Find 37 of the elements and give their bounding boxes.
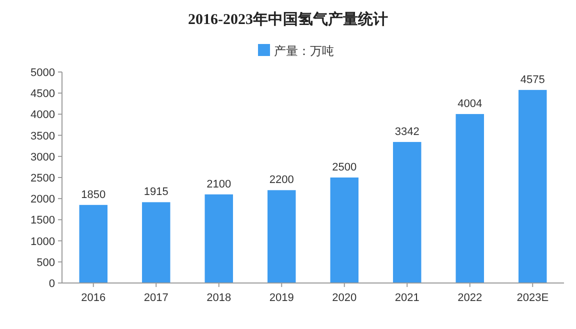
- bar: [518, 90, 547, 283]
- bar: [393, 142, 422, 283]
- y-tick-label: 2000: [30, 194, 55, 206]
- data-label: 3342: [394, 126, 420, 138]
- y-tick-label: 0: [48, 278, 55, 290]
- data-label: 2100: [206, 178, 232, 190]
- bar: [456, 114, 484, 283]
- y-tick-label: 500: [36, 256, 55, 269]
- y-tick-label: 3500: [30, 130, 55, 142]
- y-tick-label: 5000: [30, 67, 55, 79]
- bar: [204, 194, 233, 283]
- data-label: 1850: [81, 188, 106, 201]
- bar: [330, 178, 358, 283]
- y-tick-label: 2500: [30, 172, 55, 184]
- y-tick-label: 3000: [30, 151, 55, 164]
- x-tick-label: 2018: [206, 292, 232, 304]
- bar: [79, 204, 108, 283]
- bar: [268, 190, 296, 283]
- y-tick-label: 4000: [30, 109, 55, 122]
- x-tick-label: 2022: [458, 292, 482, 304]
- data-label: 1915: [144, 186, 168, 198]
- chart-title: 2016-2023年中国氢气产量统计: [188, 11, 388, 28]
- x-tick-label: 2020: [332, 292, 357, 304]
- y-tick-label: 1500: [30, 214, 55, 227]
- x-tick-label: 2021: [394, 292, 420, 304]
- data-label: 4575: [520, 74, 545, 86]
- y-tick-label: 1000: [30, 236, 55, 248]
- y-tick-label: 4500: [30, 88, 55, 100]
- x-tick-label: 2017: [144, 292, 168, 304]
- data-label: 2200: [269, 174, 294, 186]
- x-tick-label: 2016: [81, 292, 106, 304]
- data-label: 4004: [458, 98, 482, 110]
- data-label: 2500: [332, 162, 357, 174]
- legend-label: 产量：万吨: [274, 44, 334, 58]
- x-tick-label: 2023E: [516, 292, 549, 304]
- x-tick-label: 2019: [269, 292, 294, 304]
- bar: [142, 202, 170, 283]
